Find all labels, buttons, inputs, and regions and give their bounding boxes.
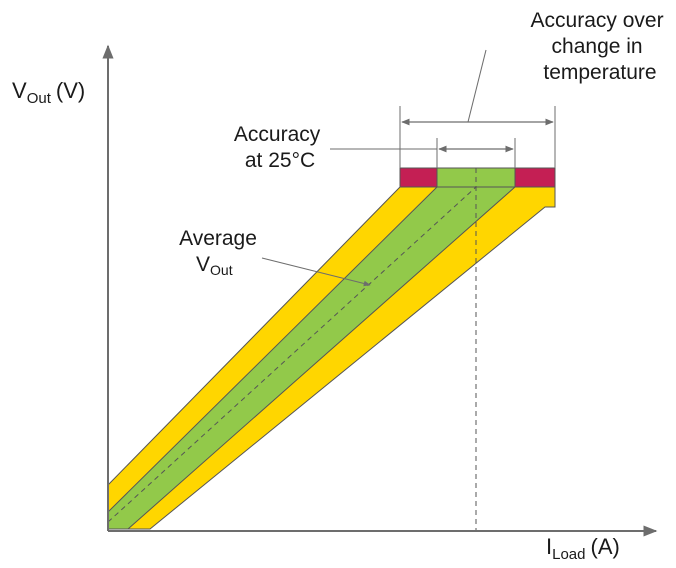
temp-marker-left — [399, 167, 438, 188]
temp-marker-right — [514, 167, 556, 188]
average-vout-symbol: VOut — [196, 253, 233, 278]
accuracy-25c-label: Accuracy at 25°C — [234, 123, 326, 172]
accuracy-over-temp-label: Accuracy over change in temperature — [531, 9, 670, 84]
x-axis-label: ILoad (A) — [546, 534, 620, 563]
temp-leader-line — [467, 49, 487, 123]
average-leader-line — [261, 257, 371, 287]
average-vout-label: Average — [179, 227, 257, 250]
inner-accuracy-band — [107, 186, 517, 530]
y-axis-label: VOut (V) — [12, 78, 85, 107]
average-vout-line — [107, 186, 477, 523]
